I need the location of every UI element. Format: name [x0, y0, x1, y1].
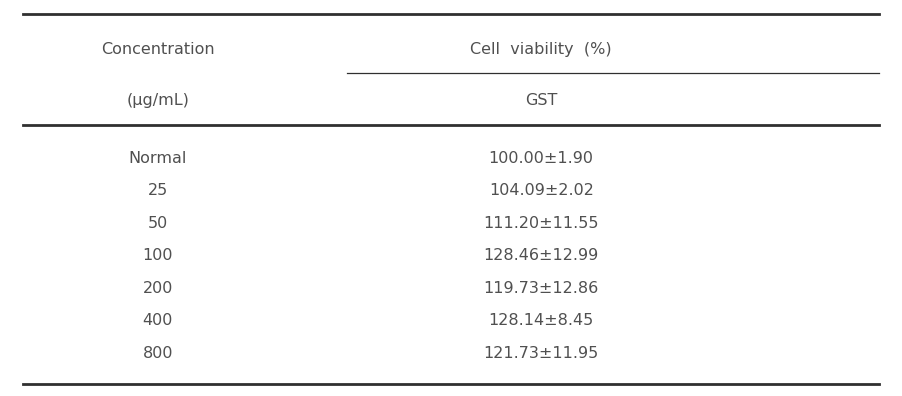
Text: 100.00±1.90: 100.00±1.90	[489, 151, 594, 166]
Text: 128.46±12.99: 128.46±12.99	[483, 248, 599, 263]
Text: (μg/mL): (μg/mL)	[126, 93, 189, 109]
Text: 104.09±2.02: 104.09±2.02	[489, 183, 594, 198]
Text: 200: 200	[143, 281, 173, 296]
Text: 100: 100	[143, 248, 173, 263]
Text: 800: 800	[143, 346, 173, 361]
Text: Concentration: Concentration	[101, 42, 215, 57]
Text: 111.20±11.55: 111.20±11.55	[483, 216, 599, 231]
Text: 50: 50	[148, 216, 168, 231]
Text: 128.14±8.45: 128.14±8.45	[489, 313, 594, 328]
Text: Cell  viability  (%): Cell viability (%)	[470, 42, 612, 57]
Text: 400: 400	[143, 313, 173, 328]
Text: 119.73±12.86: 119.73±12.86	[483, 281, 599, 296]
Text: Normal: Normal	[129, 151, 187, 166]
Text: 25: 25	[148, 183, 168, 198]
Text: 121.73±11.95: 121.73±11.95	[483, 346, 599, 361]
Text: GST: GST	[525, 93, 557, 109]
